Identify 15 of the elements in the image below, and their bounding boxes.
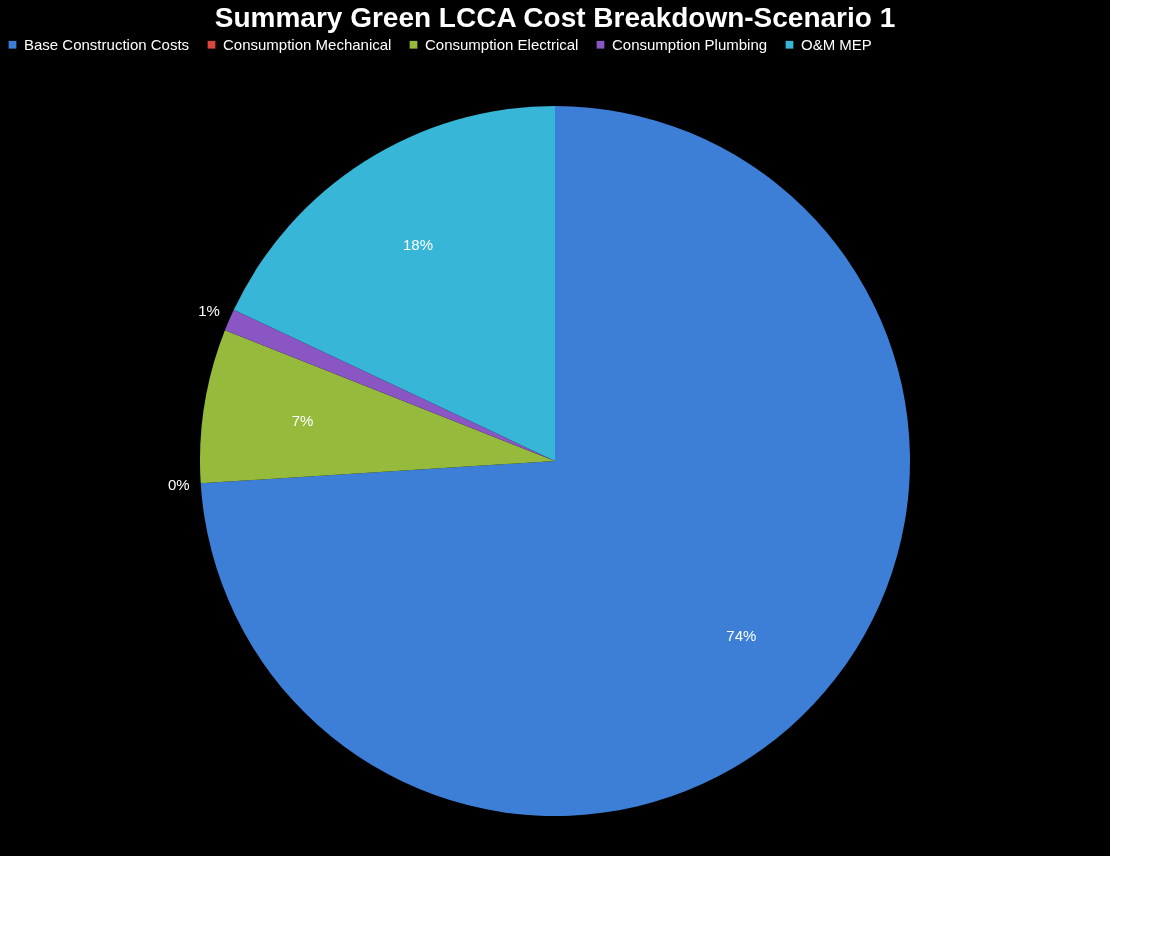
legend-label: O&M MEP [801, 35, 872, 53]
data-label: 7% [291, 412, 314, 430]
pie-slice [224, 309, 555, 461]
pie-slice [233, 106, 555, 461]
text: 0% [167, 475, 190, 493]
legend-label: Consumption Electrical [425, 35, 579, 53]
pie-slice [200, 330, 555, 484]
data-label: 18% [403, 236, 434, 254]
legend-label: Consumption Mechanical [223, 35, 392, 53]
pie-slice [200, 106, 910, 816]
data-label: 74% [726, 626, 757, 644]
chart-title: Summary Green LCCA Cost Breakdown-Scenario 1 [214, 2, 896, 33]
legend-label: Consumption Plumbing [612, 35, 768, 53]
data-label: 1% [198, 302, 220, 320]
legend-label: Base Construction Costs [24, 35, 190, 53]
